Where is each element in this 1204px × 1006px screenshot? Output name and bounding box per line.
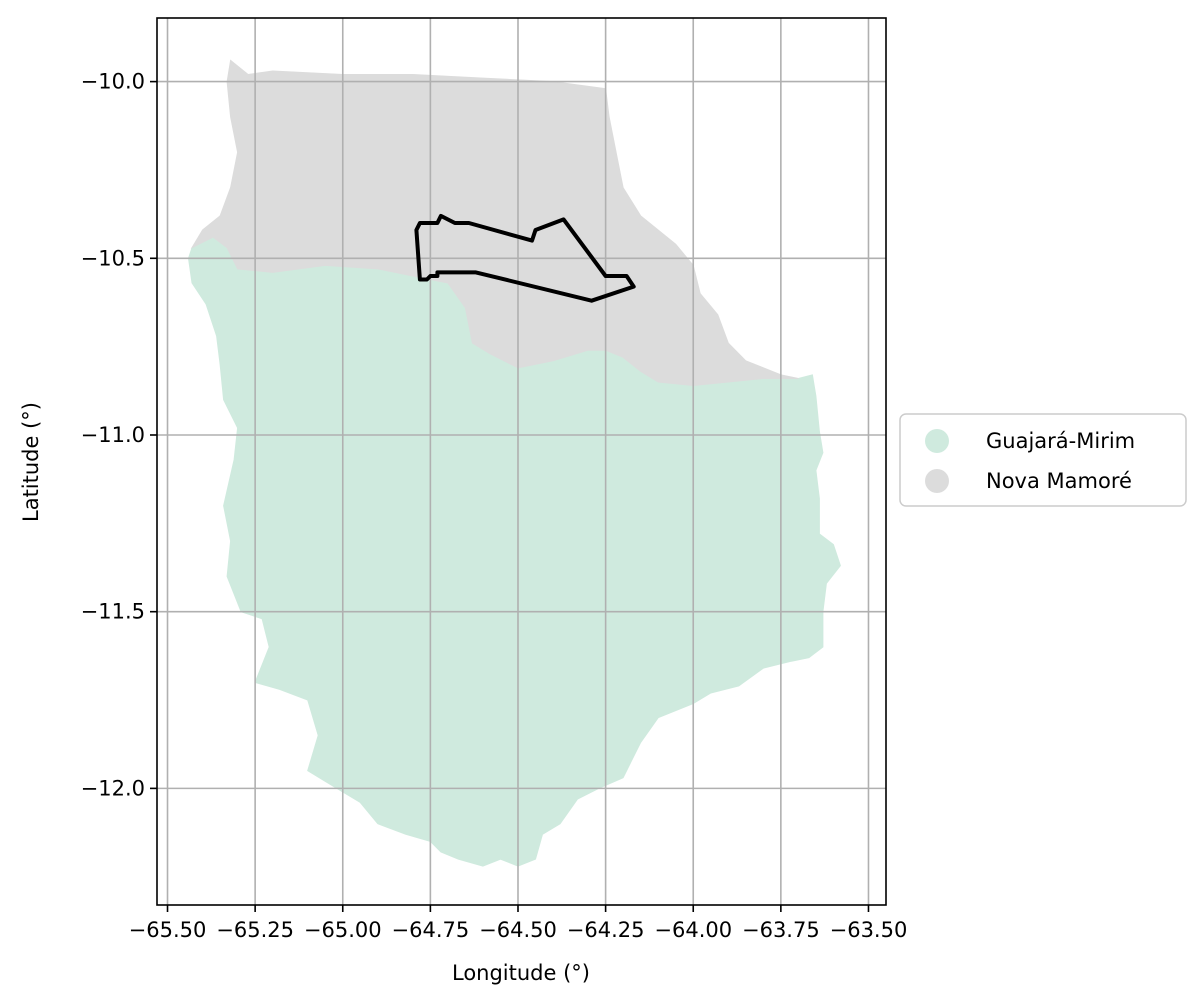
- legend-label-nova-mamore: Nova Mamoré: [986, 469, 1132, 493]
- x-tick-label: −63.50: [830, 918, 908, 942]
- legend-marker-guajara-mirim: [925, 429, 949, 453]
- y-axis-label: Latitude (°): [19, 402, 43, 522]
- plot-area: −65.50 −65.25 −65.00 −64.75 −64.50 −64.25 −64.…: [81, 17, 908, 942]
- y-tick-label: −12.0: [81, 776, 145, 800]
- legend: Guajará-Mirim Nova Mamoré: [899, 413, 1187, 507]
- grid-lines: [157, 18, 886, 905]
- x-tick-label: −65.25: [216, 918, 294, 942]
- x-tick-label: −65.00: [304, 918, 382, 942]
- study-area-outline: [414, 213, 636, 303]
- y-tick-label: −10.5: [81, 246, 145, 270]
- legend-label-guajara-mirim: Guajará-Mirim: [986, 429, 1135, 453]
- x-tick-label: −64.50: [479, 918, 557, 942]
- y-tick-label: −11.5: [81, 600, 145, 624]
- region-nova-mamore: [190, 59, 799, 387]
- outline-layer: [414, 213, 636, 303]
- x-tick-label: −64.75: [392, 918, 470, 942]
- x-axis-ticks: −65.50 −65.25 −65.00 −64.75 −64.50 −64.25 −64.…: [129, 905, 908, 942]
- legend-marker-nova-mamore: [925, 469, 949, 493]
- y-axis-ticks: −10.0 −10.5 −11.0 −11.5 −12.0: [81, 70, 157, 800]
- x-tick-label: −64.25: [567, 918, 645, 942]
- y-tick-label: −11.0: [81, 423, 145, 447]
- x-tick-label: −64.00: [654, 918, 732, 942]
- x-tick-label: −65.50: [129, 918, 207, 942]
- x-axis-label: Longitude (°): [452, 961, 590, 985]
- legend-box: [899, 413, 1187, 507]
- y-tick-label: −10.0: [81, 70, 145, 94]
- x-tick-label: −63.75: [742, 918, 820, 942]
- plot-frame: [156, 17, 887, 906]
